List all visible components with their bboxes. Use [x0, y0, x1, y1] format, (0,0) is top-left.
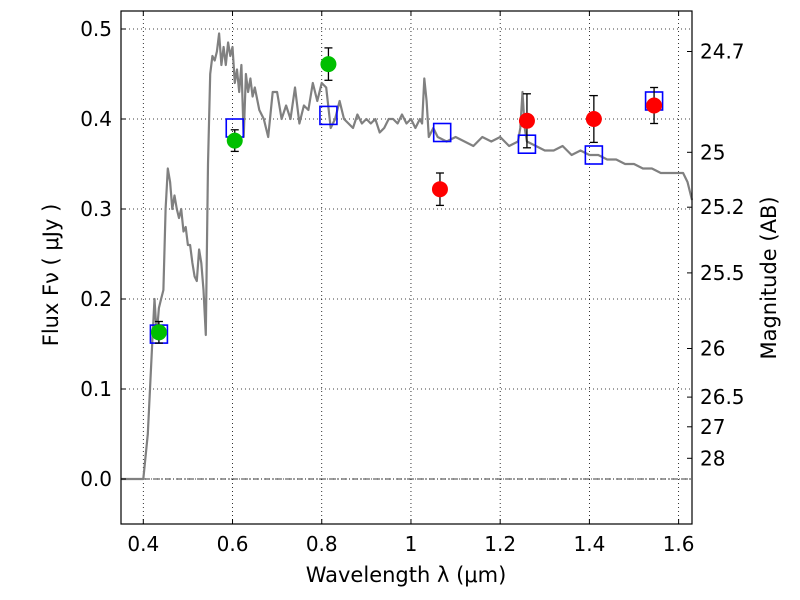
sed-layer	[121, 32, 694, 481]
x-tick-label: 0.8	[306, 532, 338, 556]
x-tick-label: 1.6	[663, 532, 695, 556]
magnitude-tick-label: 25.2	[700, 195, 745, 219]
magnitude-tick-label: 26	[700, 337, 725, 361]
y-axis-label: Flux Fν ( μJy )	[39, 204, 63, 347]
plot-frame	[120, 10, 693, 525]
green-data-point	[226, 132, 243, 149]
green-data-point	[320, 56, 337, 73]
y-tick-label: 0.4	[80, 107, 112, 131]
magnitude-tick-label: 26.5	[700, 385, 745, 409]
x-tick-label: 0.4	[127, 532, 159, 556]
y-tick-label: 0.3	[80, 197, 112, 221]
y-tick-label: 0.5	[80, 17, 112, 41]
axis-layer: 0.4 0.6 0.8 1 1.2 1.4 1.6 0.0 0.1 0.2 0.3 0.4 0.5 24.…	[80, 10, 745, 556]
x-tick-label: 1	[405, 532, 418, 556]
x-tick-label: 0.6	[217, 532, 249, 556]
y-tick-label: 0.1	[80, 377, 112, 401]
red-data-point	[518, 112, 535, 129]
model-square-marker	[319, 105, 338, 126]
model-square-marker	[432, 122, 452, 143]
red-data-point	[646, 97, 663, 114]
sed-template-line	[121, 32, 694, 481]
marker-layer	[149, 47, 664, 344]
y-tick-label: 0.2	[80, 287, 112, 311]
magnitude-tick-label: 27	[700, 415, 725, 439]
magnitude-tick-label: 25.5	[700, 261, 745, 285]
x-tick-label: 1.4	[573, 532, 605, 556]
green-data-point	[150, 324, 167, 341]
right-axis-label: Magnitude (AB)	[757, 196, 781, 359]
grid-layer	[121, 11, 692, 524]
y-tick-label: 0.0	[80, 467, 112, 491]
x-axis-label: Wavelength λ (μm)	[306, 563, 507, 587]
magnitude-tick-label: 25	[700, 140, 725, 164]
red-data-point	[431, 181, 448, 198]
x-tick-label: 1.2	[484, 532, 516, 556]
magnitude-tick-label: 24.7	[700, 40, 745, 64]
model-square-marker	[584, 145, 604, 165]
magnitude-tick-label: 28	[700, 446, 725, 470]
red-data-point	[585, 111, 602, 127]
